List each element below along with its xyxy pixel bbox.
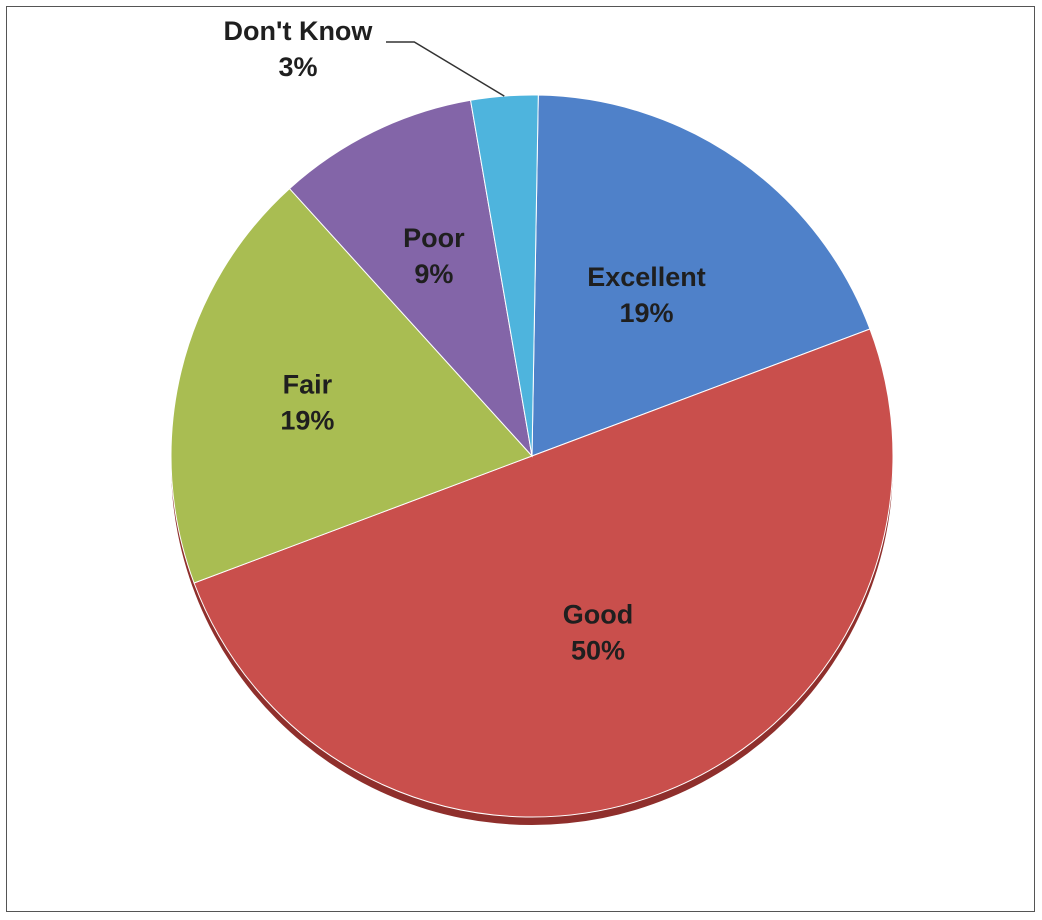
slice-labels: Excellent 19% Good 50% Fair 19% Poor 9% Don't Kn… — [224, 16, 706, 666]
slice-value-fair: 19% — [280, 406, 334, 436]
slice-label-fair: Fair — [283, 370, 333, 400]
pie-slice-fair — [170, 187, 533, 584]
pie-slice-excellent — [531, 94, 871, 457]
leader-lines — [386, 41, 505, 97]
pie-slices — [170, 94, 894, 825]
slice-label-don-t-know: Don't Know — [224, 16, 374, 46]
leader-line-don-t-know — [386, 41, 505, 97]
slice-label-excellent: Excellent — [587, 262, 706, 292]
slice-value-don-t-know: 3% — [278, 52, 317, 82]
slice-value-excellent: 19% — [619, 298, 673, 328]
slice-label-good: Good — [563, 600, 633, 630]
pie-slice-good — [193, 328, 894, 818]
slice-value-poor: 9% — [414, 259, 453, 289]
slice-label-poor: Poor — [403, 223, 465, 253]
pie-slice-poor — [288, 99, 533, 458]
slice-value-good: 50% — [571, 636, 625, 666]
pie-slice-don-t-know — [469, 94, 539, 457]
